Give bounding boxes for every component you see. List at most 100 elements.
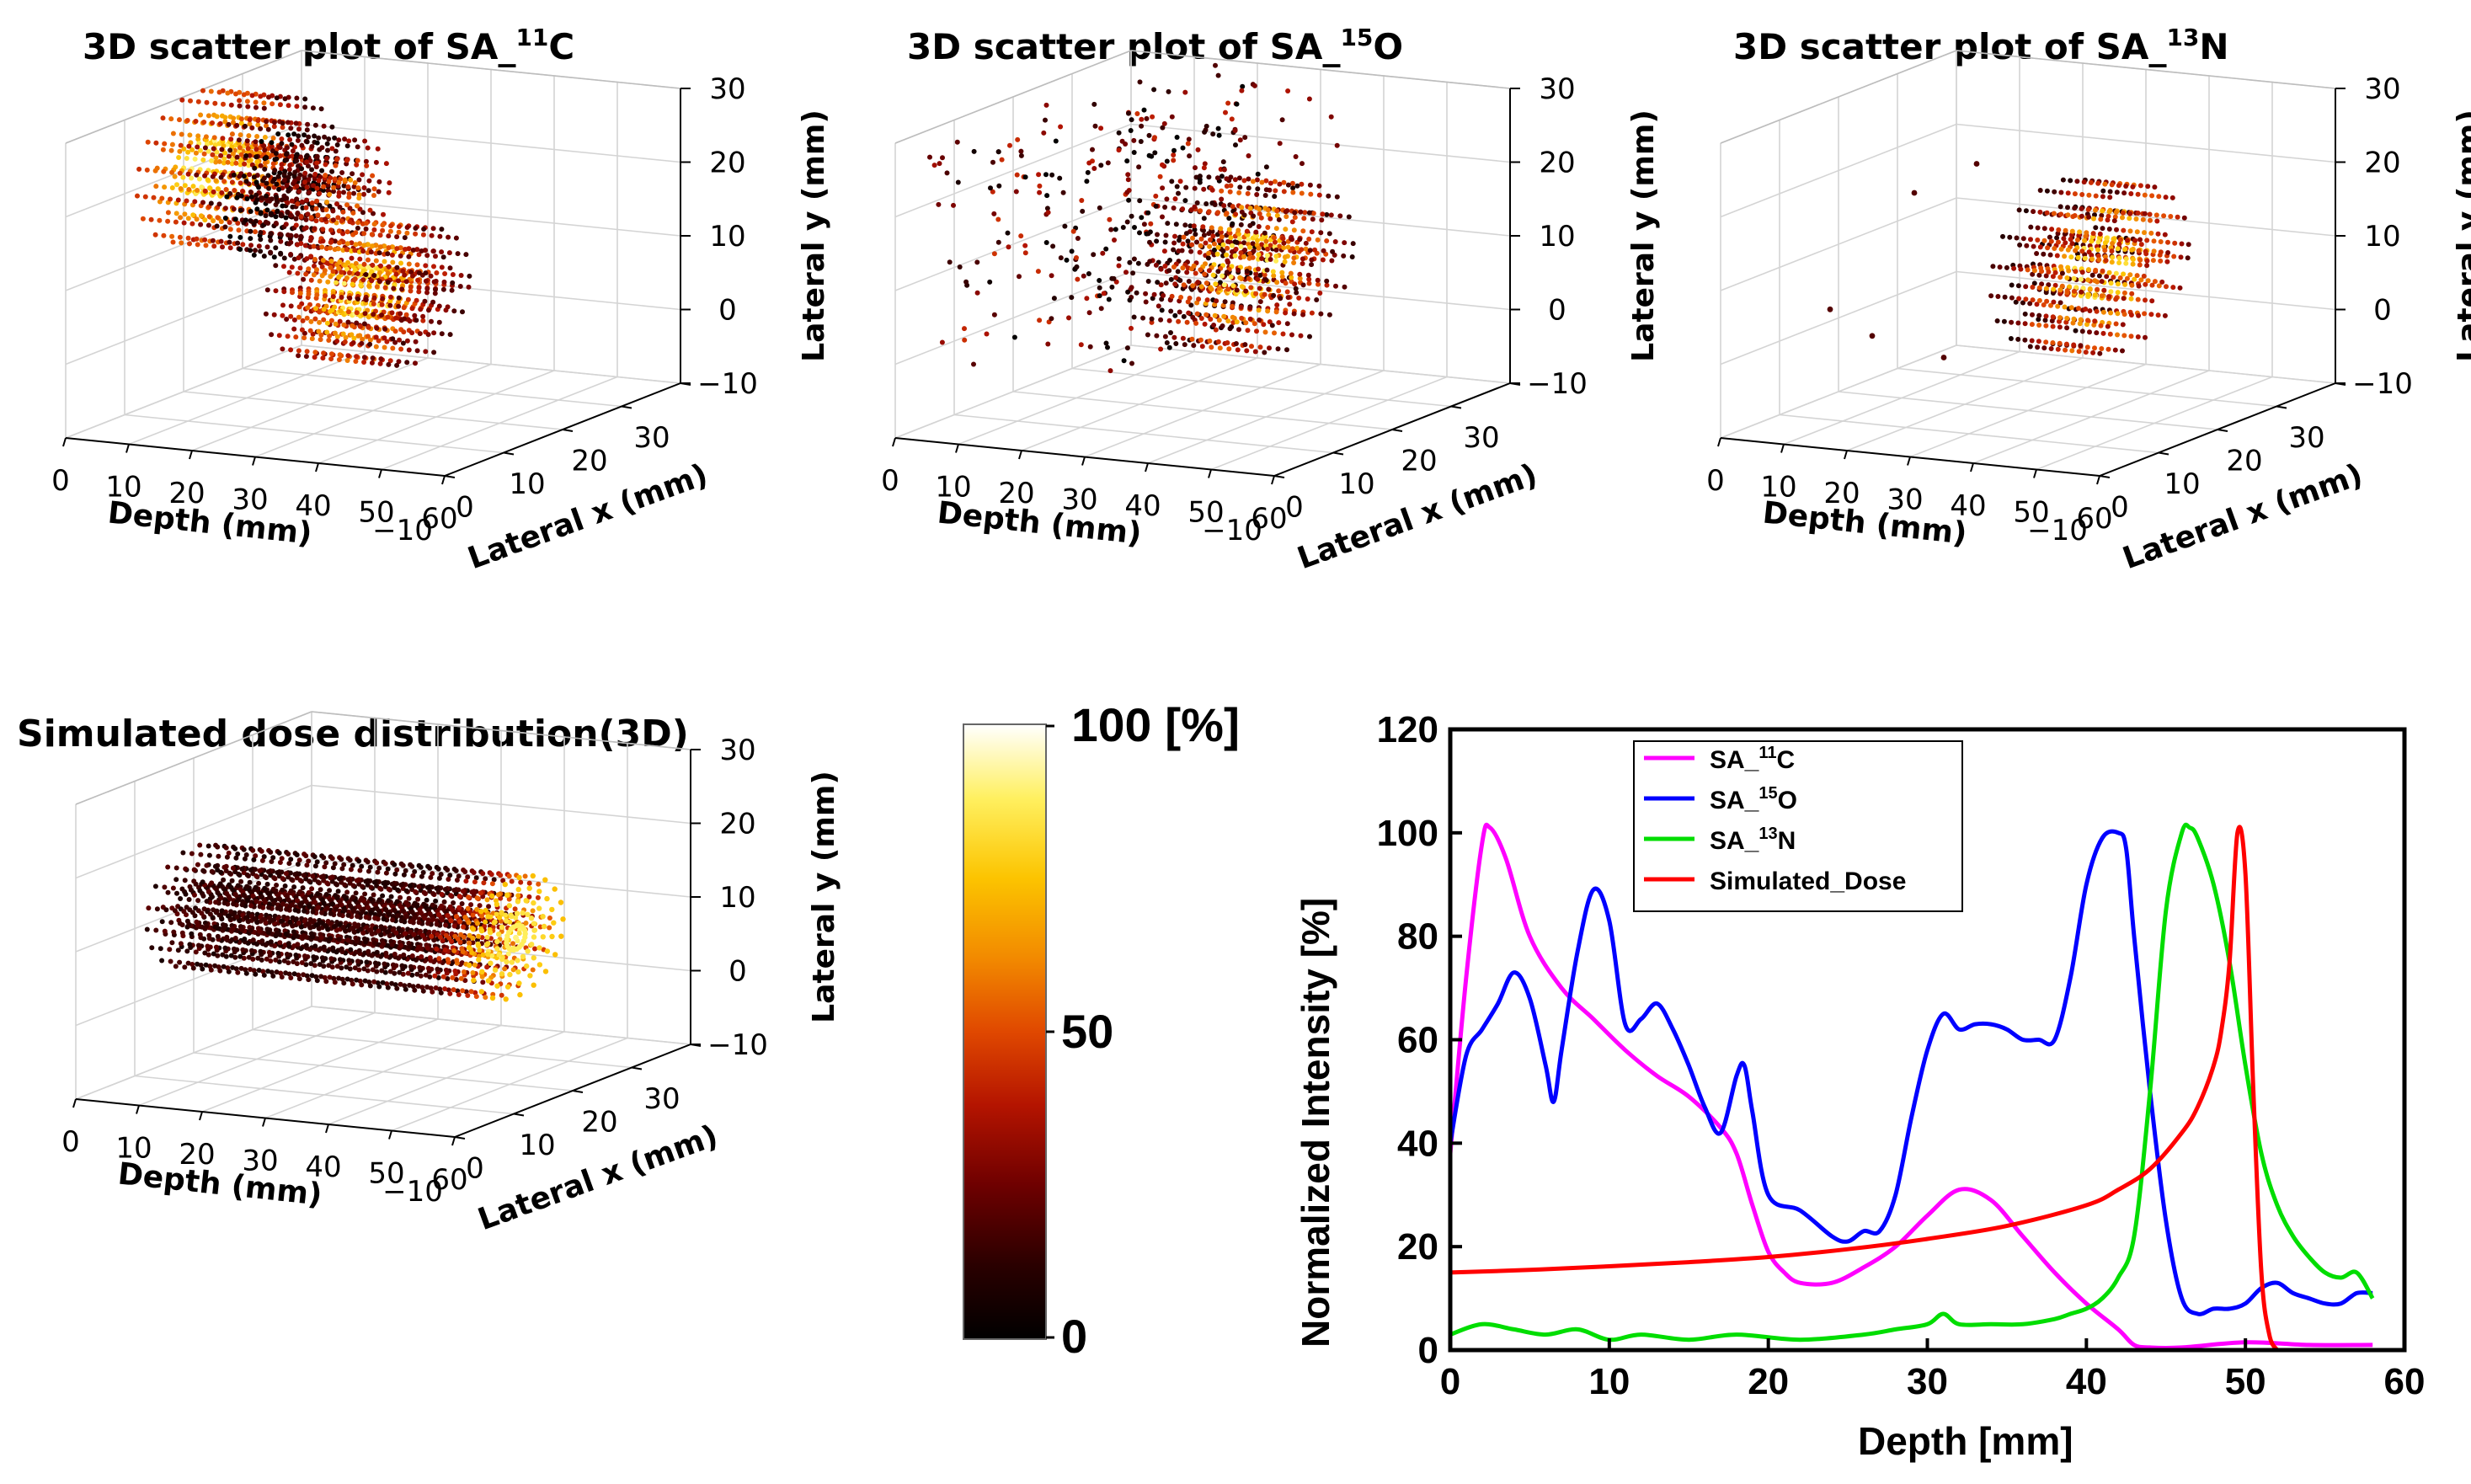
scatter-point — [2015, 283, 2021, 289]
scatter-point — [353, 359, 359, 364]
scatter-point — [1037, 190, 1043, 195]
scatter-point — [404, 338, 410, 344]
scatter-point — [297, 291, 303, 296]
scatter-point — [226, 969, 232, 974]
scatter-point — [254, 197, 260, 203]
scatter-point — [2036, 323, 2042, 328]
scatter-point — [1225, 238, 1230, 244]
scatter-point — [182, 878, 188, 883]
scatter-point — [1126, 197, 1132, 203]
scatter-point — [2086, 192, 2092, 198]
scatter-point — [206, 214, 212, 220]
scatter-point — [366, 283, 372, 289]
scatter-point — [324, 880, 330, 886]
scatter-point — [408, 288, 414, 294]
scatter-point — [937, 161, 942, 167]
scatter-point — [319, 264, 325, 270]
scatter-point — [298, 233, 304, 239]
scatter-point — [228, 136, 234, 142]
depth-tick-label: 50 — [358, 496, 394, 530]
scatter-point — [195, 942, 201, 948]
scatter-point — [398, 253, 403, 259]
scatter-point — [1198, 337, 1203, 343]
scatter-point — [2164, 259, 2170, 264]
scatter-point — [233, 91, 238, 97]
scatter-point — [1319, 217, 1325, 223]
scatter-point — [237, 207, 243, 213]
scatter-point — [274, 883, 280, 888]
scatter-point — [1300, 256, 1305, 262]
scatter-point — [2060, 177, 2066, 183]
scatter-point — [1151, 87, 1157, 93]
scatter-point — [339, 866, 345, 872]
scatter-point — [163, 907, 169, 913]
scatter-point — [270, 886, 276, 892]
scatter-point — [1086, 160, 1092, 166]
scatter-point — [275, 131, 281, 136]
scatter-point — [323, 156, 329, 162]
scatter-point — [1124, 158, 1130, 164]
scatter-point — [174, 182, 179, 188]
scatter-point — [2108, 310, 2114, 316]
scatter-point — [2135, 191, 2141, 197]
scatter-point — [347, 857, 353, 863]
scatter-point — [404, 360, 410, 366]
scatter-point — [955, 179, 961, 185]
scatter-point — [375, 980, 381, 985]
scatter-point — [273, 221, 279, 226]
scatter-point — [211, 243, 217, 249]
scatter-point — [2162, 232, 2168, 238]
scatter-point — [179, 886, 185, 892]
scatter-point — [328, 351, 334, 357]
scatter-point — [2081, 179, 2087, 185]
scatter-point — [1247, 206, 1253, 211]
scatter-point — [1239, 315, 1245, 321]
grid-line — [1956, 270, 2336, 311]
scatter-point — [1291, 311, 1297, 317]
scatter-point — [198, 963, 204, 968]
scatter-point — [380, 893, 386, 899]
scatter-point — [354, 310, 360, 316]
scatter-point — [2112, 347, 2118, 353]
scatter-point — [430, 871, 435, 877]
scatter-point — [2156, 194, 2162, 200]
scatter-point — [327, 974, 333, 980]
scatter-point — [273, 151, 279, 157]
scatter-point — [431, 279, 437, 285]
scatter-point — [258, 948, 264, 954]
scatter-point — [303, 899, 309, 905]
scatter-point — [319, 910, 325, 915]
scatter-point — [1129, 117, 1134, 123]
scatter-point — [371, 892, 376, 898]
scatter-point — [186, 143, 192, 149]
scatter-point — [1229, 116, 1235, 122]
scatter-point — [1254, 233, 1259, 239]
scatter-point — [439, 249, 445, 255]
scatter-point — [186, 187, 192, 192]
scatter-point — [283, 871, 289, 877]
scatter-point — [215, 933, 221, 939]
scatter-point — [974, 259, 980, 265]
scatter-point — [221, 877, 227, 883]
scatter-point — [453, 235, 459, 241]
scatter-point — [2099, 346, 2105, 351]
scatter-point — [173, 964, 179, 969]
scatter-point — [321, 317, 327, 323]
scatter-point — [416, 289, 422, 295]
scatter-point — [1300, 312, 1306, 318]
scatter-point — [264, 193, 270, 199]
scatter-point — [323, 892, 329, 897]
scatter-point — [2043, 313, 2049, 319]
scatter-point — [2064, 275, 2070, 280]
scatter-point — [218, 238, 224, 244]
scatter-point — [279, 197, 285, 203]
scatter-point — [2102, 248, 2108, 254]
scatter-point — [1279, 270, 1285, 275]
scatter-point — [1134, 111, 1140, 116]
scatter-point — [1058, 124, 1064, 130]
scatter-point — [243, 123, 248, 129]
scatter-point — [349, 332, 355, 338]
scatter-point — [349, 240, 355, 246]
scatter-point — [291, 131, 297, 137]
scatter-point — [251, 968, 257, 974]
